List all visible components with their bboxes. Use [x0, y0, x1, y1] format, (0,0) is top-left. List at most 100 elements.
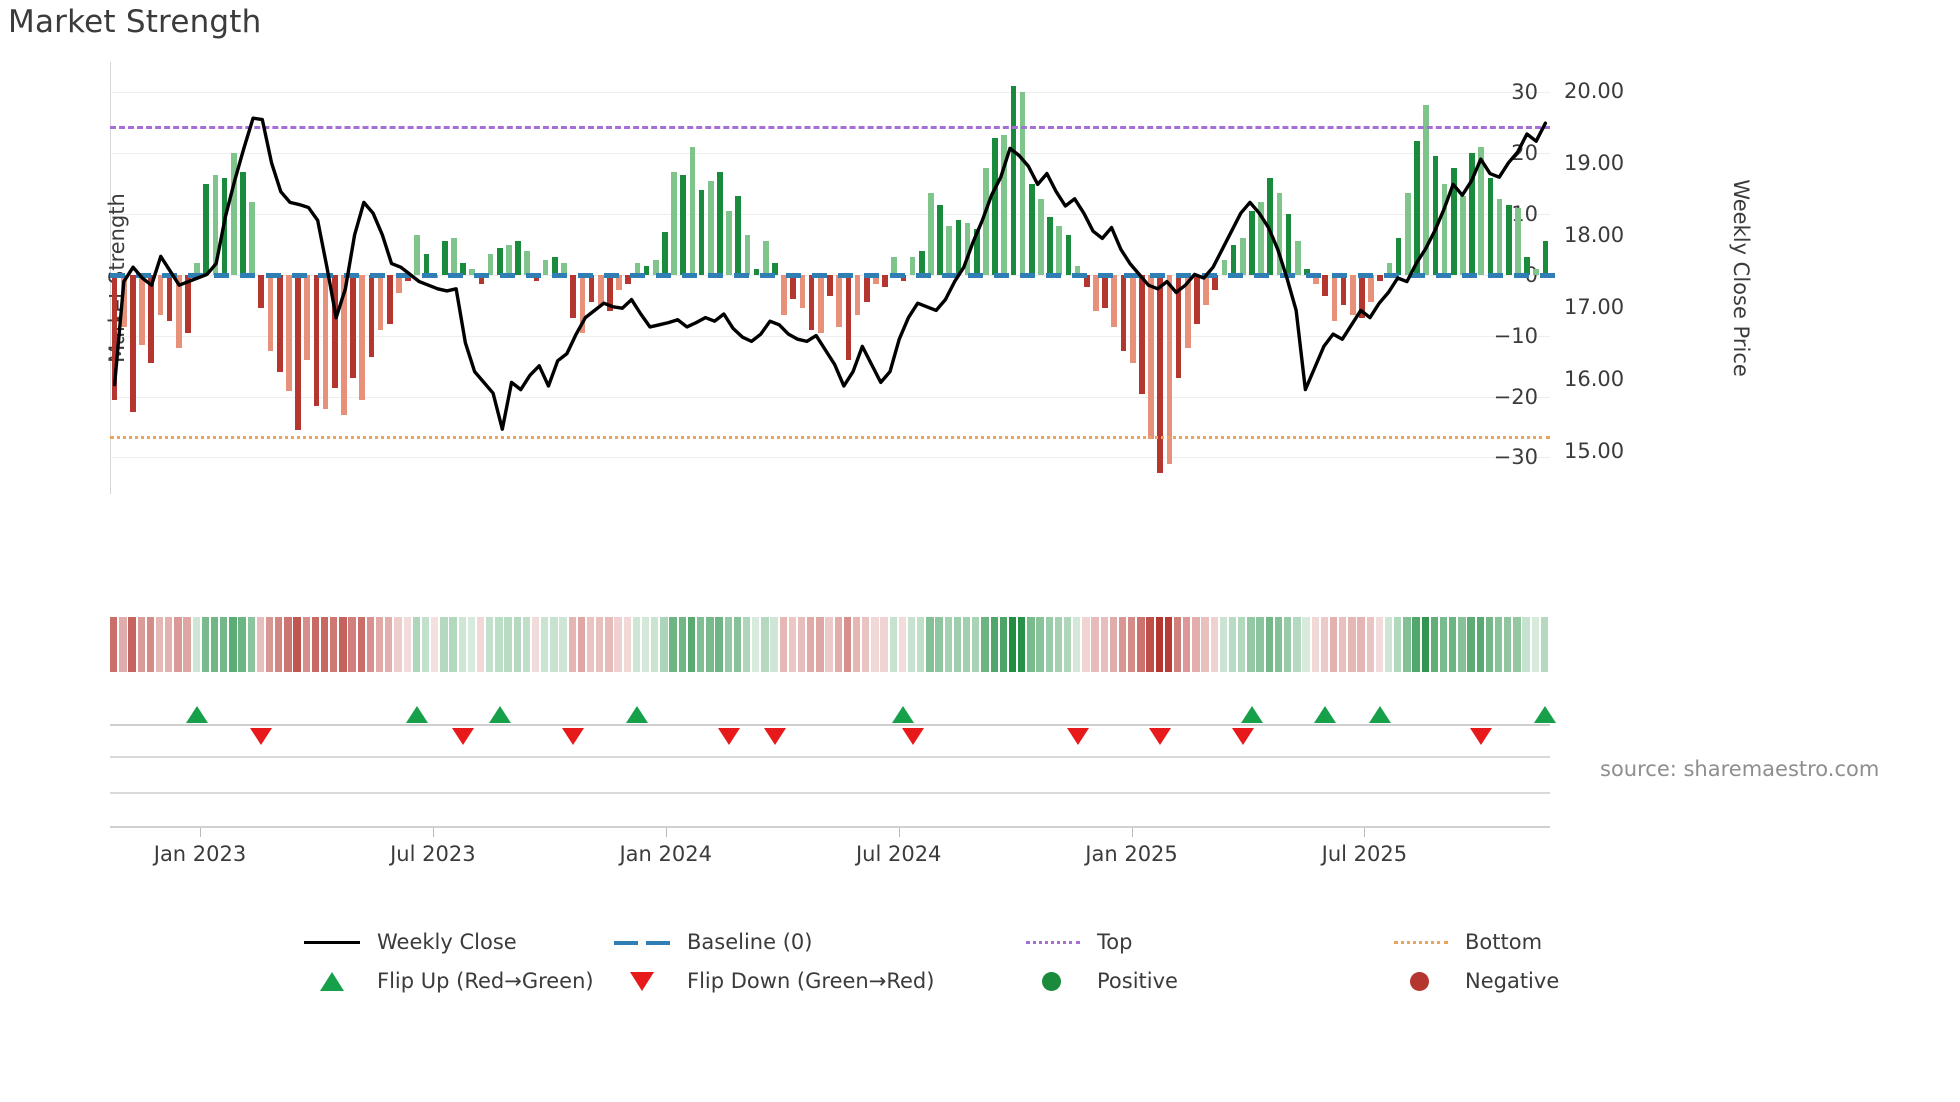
heatmap-cell	[907, 617, 916, 672]
strength-heatmap-strip	[110, 617, 1550, 672]
heatmap-cell	[1439, 617, 1448, 672]
heatmap-cell	[834, 617, 842, 672]
heatmap-cell	[1164, 617, 1173, 672]
heatmap-cell	[770, 617, 778, 672]
legend-item-top[interactable]: Top	[1020, 930, 1132, 954]
x-axis-tick-label: Jul 2025	[1321, 842, 1408, 866]
x-axis-tick-mark	[1131, 828, 1133, 837]
heatmap-cell	[742, 617, 751, 672]
baseline-dash	[864, 272, 879, 278]
heatmap-cell	[1082, 617, 1090, 672]
heatmap-cell	[412, 617, 420, 672]
strength-bar	[808, 274, 815, 330]
baseline-dash	[656, 272, 671, 278]
heatmap-cell	[1201, 617, 1209, 672]
strength-bar	[1166, 274, 1173, 464]
heatmap-cell	[1137, 617, 1145, 672]
heatmap-cell	[265, 617, 274, 672]
strength-bar	[359, 274, 366, 400]
heatmap-cell	[1063, 617, 1072, 672]
strength-bar	[368, 274, 375, 358]
flip-up-marker	[406, 706, 429, 723]
strength-bar	[973, 229, 980, 275]
strength-bar	[1404, 192, 1411, 275]
heatmap-cell	[348, 617, 356, 672]
strength-bar	[1129, 274, 1136, 364]
page-title: Market Strength	[8, 4, 262, 40]
heatmap-cell	[1430, 617, 1439, 672]
x-axis-tick-label: Jan 2024	[619, 842, 712, 866]
strength-bar	[698, 189, 705, 275]
legend-item-weekly-close[interactable]: Weekly Close	[300, 930, 517, 954]
strength-bar	[579, 274, 586, 333]
strength-bar	[487, 253, 494, 275]
strength-bar	[1038, 198, 1044, 275]
strength-bar	[148, 274, 155, 364]
strength-bar	[286, 274, 292, 391]
strength-bar	[827, 274, 833, 297]
heatmap-cell	[1183, 617, 1191, 672]
x-axis-tick-label: Jul 2023	[390, 842, 476, 866]
heatmap-cell	[1394, 617, 1402, 672]
legend-item-flip-down[interactable]: Flip Down (Green→Red)	[610, 969, 934, 993]
heatmap-cell	[449, 617, 457, 672]
baseline-dash	[1176, 272, 1191, 278]
strength-bar	[1377, 274, 1384, 282]
market-strength-plot: Market Strength Weekly Close Price 30201…	[105, 62, 1753, 494]
strength-bar	[772, 262, 778, 275]
heatmap-cell	[1210, 617, 1218, 672]
strength-bar	[946, 226, 953, 275]
divider-rule-lower	[110, 792, 1550, 794]
heatmap-cell	[715, 617, 723, 672]
strength-bar	[249, 201, 255, 275]
legend-row-markers: Flip Up (Red→Green) Flip Down (Green→Red)…	[0, 969, 1960, 1008]
line-swatch-icon	[300, 932, 364, 952]
x-axis-tick-mark	[432, 828, 434, 837]
legend-item-negative[interactable]: Negative	[1388, 969, 1559, 993]
baseline-dash	[1332, 272, 1347, 278]
heatmap-cell	[1274, 617, 1283, 672]
baseline-dash	[1202, 272, 1217, 278]
legend-item-positive[interactable]: Positive	[1020, 969, 1178, 993]
legend-item-label: Negative	[1465, 969, 1560, 993]
heatmap-cell	[1403, 617, 1411, 672]
heatmap-cell	[1384, 617, 1393, 672]
flip-down-marker	[452, 728, 475, 745]
baseline-dash	[162, 272, 177, 278]
legend-item-flip-up[interactable]: Flip Up (Red→Green)	[300, 969, 594, 993]
legend-item-label: Positive	[1097, 969, 1178, 993]
heatmap-cell	[779, 617, 787, 672]
heatmap-cell	[476, 617, 485, 672]
strength-bar	[937, 204, 943, 275]
x-axis-tick-label: Jan 2025	[1085, 842, 1178, 866]
baseline-dash	[760, 272, 775, 278]
y-axis-left-tick: −30	[1493, 445, 1538, 470]
heatmap-cell	[1027, 617, 1035, 672]
strength-bar	[726, 211, 732, 275]
heatmap-cell	[972, 617, 980, 672]
legend-item-baseline[interactable]: Baseline (0)	[610, 930, 812, 954]
baseline-dash	[266, 272, 281, 278]
dashed-line-swatch-icon	[610, 932, 674, 952]
strength-bar	[295, 274, 301, 431]
strength-bar	[1203, 274, 1209, 306]
baseline-dash	[786, 272, 801, 278]
heatmap-cell	[577, 617, 586, 672]
bottom-threshold-line	[110, 436, 1550, 440]
heatmap-cell	[458, 617, 466, 672]
heatmap-cell	[513, 617, 521, 672]
weekly-close-line	[112, 116, 1548, 431]
strength-bar	[230, 153, 237, 275]
strength-bar	[992, 138, 998, 275]
strength-bar	[955, 220, 962, 275]
strength-bar	[863, 274, 870, 303]
strength-bar	[1258, 201, 1264, 275]
strength-bar	[185, 274, 191, 333]
heatmap-cell	[568, 617, 576, 672]
heatmap-cell	[852, 617, 861, 672]
heatmap-cell	[256, 617, 265, 672]
legend-item-label: Baseline (0)	[687, 930, 813, 954]
heatmap-cell	[1045, 617, 1053, 672]
heatmap-cell	[678, 617, 686, 672]
legend-item-bottom[interactable]: Bottom	[1388, 930, 1542, 954]
